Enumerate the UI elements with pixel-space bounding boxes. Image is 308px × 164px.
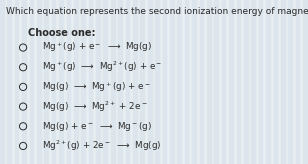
Bar [207, 0, 211, 164]
Bar [148, 0, 152, 164]
Bar [59, 0, 63, 164]
Bar [288, 0, 292, 164]
Text: Mg(g)  ⟶  Mg$^+$(g) + e$^-$: Mg(g) ⟶ Mg$^+$(g) + e$^-$ [42, 80, 150, 94]
Bar [163, 0, 166, 164]
Bar [7, 0, 11, 164]
Bar [192, 0, 196, 164]
Bar [237, 0, 240, 164]
Bar [251, 0, 255, 164]
Bar [81, 0, 85, 164]
Bar [303, 0, 307, 164]
Bar [214, 0, 218, 164]
Bar [133, 0, 137, 164]
Bar [222, 0, 225, 164]
Bar [259, 0, 262, 164]
Bar [266, 0, 270, 164]
Text: Mg$^+$(g)  ⟶  Mg$^{2+}$(g) + e$^-$: Mg$^+$(g) ⟶ Mg$^{2+}$(g) + e$^-$ [42, 60, 162, 74]
Bar [229, 0, 233, 164]
Bar [177, 0, 181, 164]
Bar [52, 0, 55, 164]
Bar [111, 0, 115, 164]
Bar [118, 0, 122, 164]
Bar [22, 0, 26, 164]
Bar [37, 0, 41, 164]
Text: Mg$^+$(g) + e$^-$  ⟶  Mg(g): Mg$^+$(g) + e$^-$ ⟶ Mg(g) [42, 41, 152, 54]
Bar [170, 0, 174, 164]
Bar [44, 0, 48, 164]
Bar [67, 0, 70, 164]
Bar [185, 0, 188, 164]
Text: Mg(g) + e$^-$  ⟶  Mg$^-$(g): Mg(g) + e$^-$ ⟶ Mg$^-$(g) [42, 120, 152, 133]
Bar [126, 0, 129, 164]
Text: Which equation represents the second ionization energy of magnesium?: Which equation represents the second ion… [6, 7, 308, 16]
Bar [96, 0, 100, 164]
Bar [244, 0, 248, 164]
Bar [74, 0, 78, 164]
Bar [0, 0, 4, 164]
Bar [30, 0, 33, 164]
Bar [281, 0, 285, 164]
Bar [155, 0, 159, 164]
Text: Mg$^{2+}$(g) + 2e$^-$  ⟶  Mg(g): Mg$^{2+}$(g) + 2e$^-$ ⟶ Mg(g) [42, 139, 161, 153]
Bar [200, 0, 203, 164]
Bar [274, 0, 277, 164]
Bar [296, 0, 299, 164]
Bar [140, 0, 144, 164]
Bar [89, 0, 92, 164]
Text: Choose one:: Choose one: [28, 28, 95, 38]
Bar [15, 0, 18, 164]
Text: Mg(g)  ⟶  Mg$^{2+}$ + 2e$^-$: Mg(g) ⟶ Mg$^{2+}$ + 2e$^-$ [42, 99, 147, 114]
Bar [103, 0, 107, 164]
